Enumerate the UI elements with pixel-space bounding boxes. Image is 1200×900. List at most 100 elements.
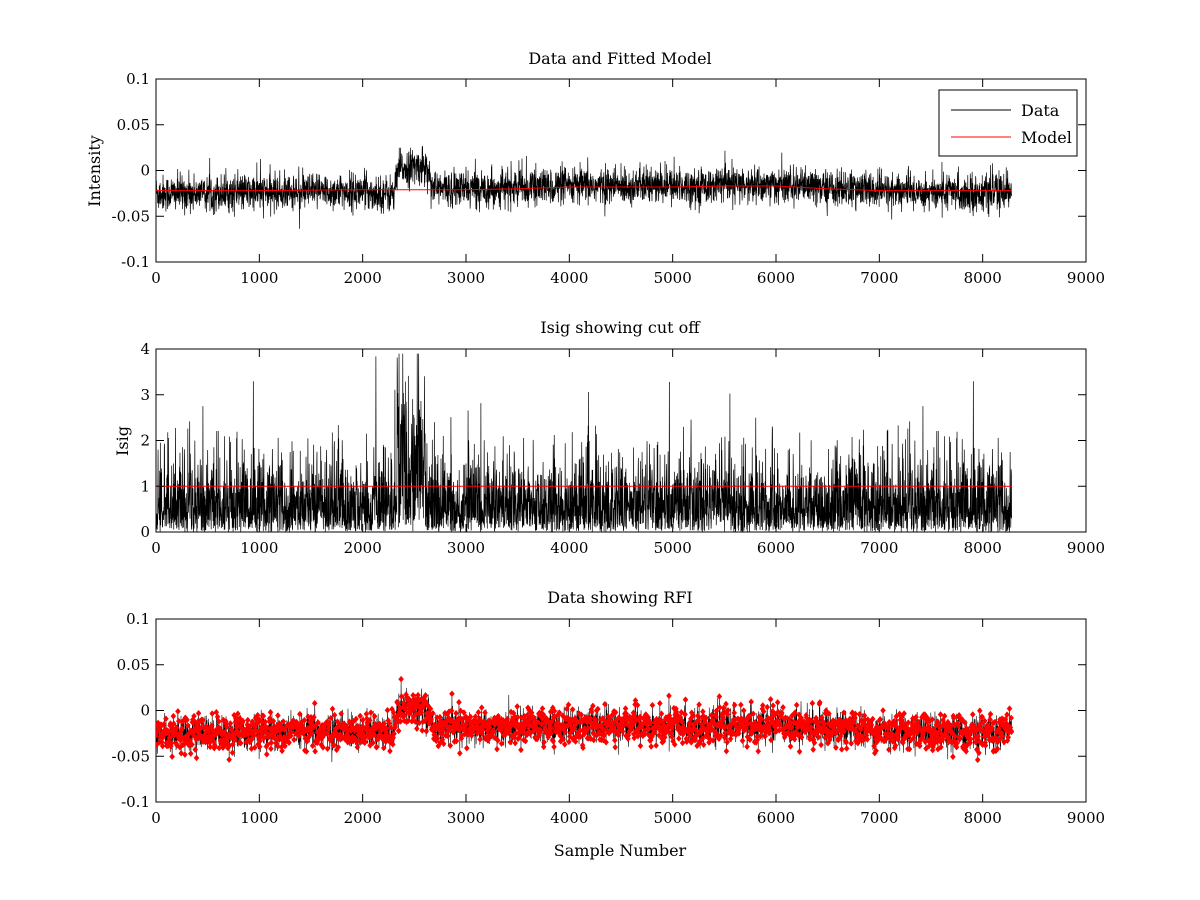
rfi-marker xyxy=(684,737,690,745)
rfi-marker xyxy=(657,699,663,707)
rfi-marker xyxy=(977,724,984,732)
rfi-marker xyxy=(514,703,521,710)
rfi-marker xyxy=(489,731,495,739)
rfi-marker xyxy=(338,710,344,718)
rfi-marker xyxy=(692,736,698,744)
rfi-marker xyxy=(978,719,984,727)
rfi-marker xyxy=(723,747,730,755)
rfi-marker xyxy=(495,737,501,744)
rfi-marker xyxy=(349,723,355,731)
rfi-marker xyxy=(735,730,742,737)
rfi-marker xyxy=(760,708,767,715)
rfi-marker xyxy=(720,715,726,723)
rfi-marker xyxy=(588,735,594,743)
rfi-marker xyxy=(954,739,960,747)
panel-2-title: Isig showing cut off xyxy=(540,318,701,337)
rfi-marker xyxy=(335,743,342,751)
rfi-marker xyxy=(892,742,899,749)
y-tick-label: 0 xyxy=(140,523,150,541)
rfi-marker xyxy=(721,734,728,742)
rfi-marker xyxy=(793,701,800,709)
rfi-marker xyxy=(423,698,429,706)
rfi-marker xyxy=(193,754,200,762)
panel-1-plot-area: 0 1000 2000 3000 4000 5000 6000 7000 8000 9000 -0.… xyxy=(112,70,1106,287)
rfi-marker xyxy=(159,742,166,750)
rfi-marker xyxy=(199,716,206,724)
y-tick-label: 0 xyxy=(140,702,150,720)
rfi-marker xyxy=(747,736,753,744)
rfi-marker xyxy=(687,719,693,727)
rfi-marker xyxy=(371,731,378,739)
rfi-marker xyxy=(976,707,983,715)
rfi-marker xyxy=(727,735,734,743)
rfi-marker xyxy=(690,712,696,720)
rfi-marker xyxy=(700,708,706,715)
rfi-marker xyxy=(602,700,608,708)
rfi-marker xyxy=(601,731,608,739)
rfi-marker xyxy=(562,728,569,736)
rfi-marker xyxy=(418,709,425,716)
rfi-marker xyxy=(649,701,656,709)
rfi-marker xyxy=(386,719,392,727)
rfi-marker xyxy=(541,738,547,746)
y-tick-label: -0.05 xyxy=(112,207,150,225)
x-tick-label: 8000 xyxy=(964,539,1002,557)
rfi-marker xyxy=(394,700,401,707)
x-tick-label: 3000 xyxy=(447,269,485,287)
rfi-marker xyxy=(494,745,500,753)
x-tick-label: 1000 xyxy=(240,539,278,557)
x-tick-label: 6000 xyxy=(757,539,795,557)
rfi-marker xyxy=(447,742,454,749)
y-tick-label: 4 xyxy=(140,340,150,358)
rfi-marker xyxy=(373,743,380,751)
rfi-marker xyxy=(265,733,272,741)
rfi-marker xyxy=(353,715,359,723)
rfi-marker xyxy=(588,708,595,716)
rfi-marker xyxy=(1006,705,1013,713)
rfi-marker xyxy=(987,710,994,718)
rfi-marker xyxy=(671,741,678,748)
rfi-marker xyxy=(777,721,783,728)
rfi-marker xyxy=(852,714,858,721)
rfi-marker xyxy=(710,737,716,744)
x-tick-label: 3000 xyxy=(447,539,485,557)
rfi-marker xyxy=(590,702,596,710)
series-noisy-markers-0-markers xyxy=(156,675,1015,764)
rfi-marker xyxy=(713,713,719,721)
rfi-marker xyxy=(759,702,766,709)
rfi-marker xyxy=(256,743,263,751)
rfi-marker xyxy=(1008,728,1015,736)
x-tick-label: 7000 xyxy=(860,809,898,827)
rfi-marker xyxy=(207,743,213,751)
rfi-marker xyxy=(955,722,962,730)
x-tick-label: 8000 xyxy=(964,269,1002,287)
y-tick-label: 0.1 xyxy=(126,610,150,628)
rfi-marker xyxy=(550,737,557,745)
rfi-marker xyxy=(703,714,709,722)
rfi-marker xyxy=(448,707,455,715)
rfi-marker xyxy=(815,733,822,741)
rfi-marker xyxy=(384,706,391,714)
rfi-marker xyxy=(331,741,337,749)
rfi-marker xyxy=(464,744,470,752)
rfi-marker xyxy=(282,742,288,750)
rfi-marker xyxy=(370,739,376,747)
rfi-marker xyxy=(826,710,832,717)
rfi-marker xyxy=(652,728,658,736)
rfi-marker xyxy=(758,715,765,723)
rfi-marker xyxy=(270,717,277,725)
y-tick-label: 1 xyxy=(140,477,150,495)
rfi-marker xyxy=(738,701,744,709)
rfi-marker xyxy=(175,707,181,715)
rfi-marker xyxy=(448,716,454,724)
rfi-marker xyxy=(823,707,829,715)
rfi-marker xyxy=(852,710,859,718)
x-tick-label: 8000 xyxy=(964,809,1002,827)
rfi-marker xyxy=(264,724,271,732)
rfi-marker xyxy=(864,735,871,743)
rfi-marker xyxy=(606,714,613,722)
rfi-marker xyxy=(757,732,764,740)
rfi-marker xyxy=(963,747,969,755)
rfi-marker xyxy=(841,728,848,735)
rfi-marker xyxy=(362,738,368,746)
